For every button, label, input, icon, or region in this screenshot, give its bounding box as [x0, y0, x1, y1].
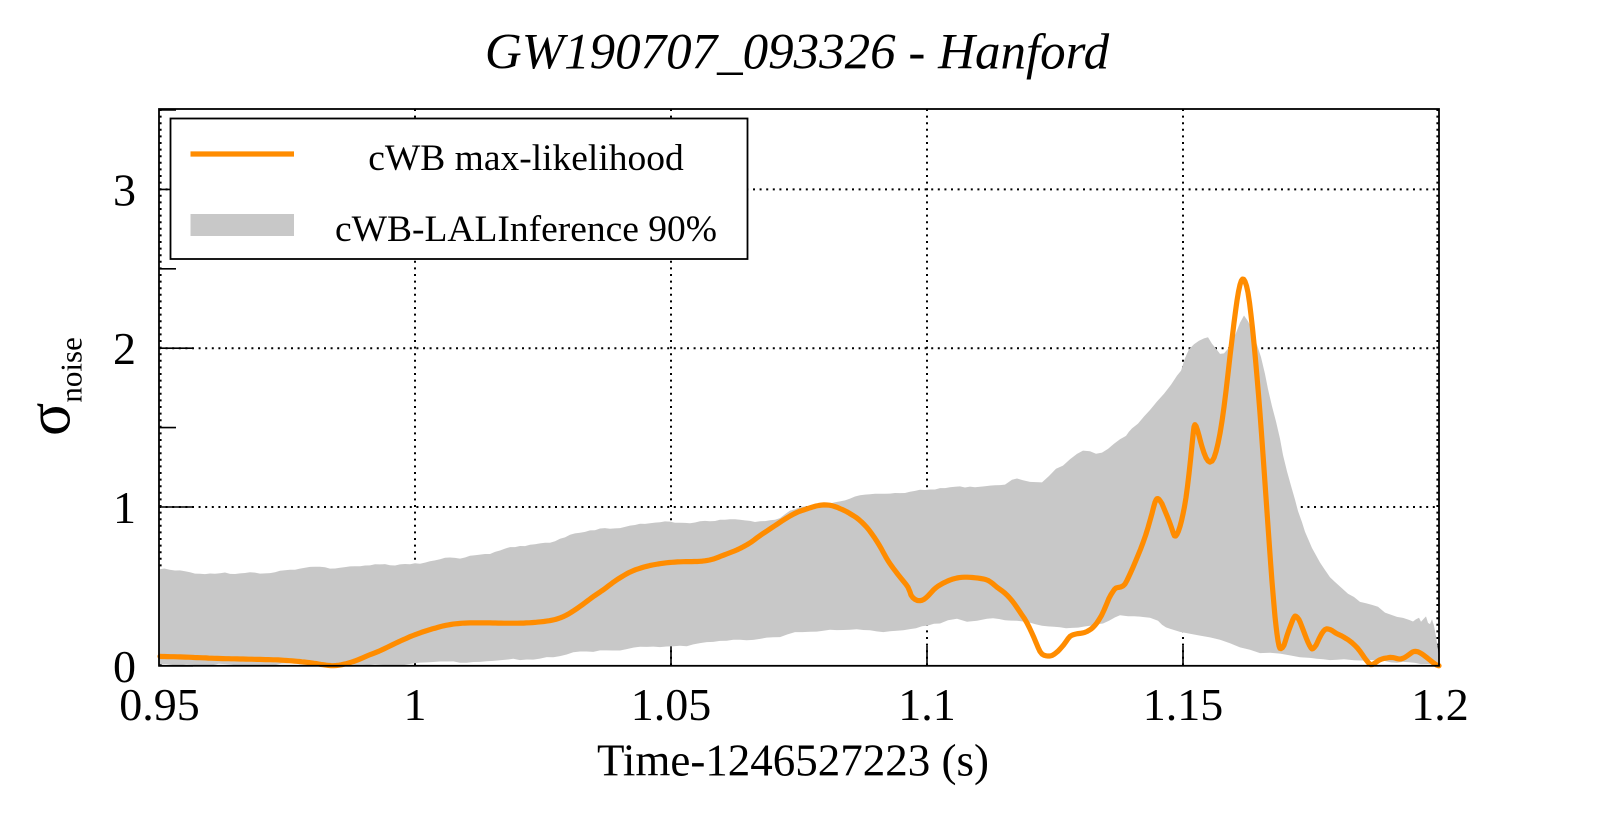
svg-text:cWB-LALInference 90%: cWB-LALInference 90%: [335, 209, 717, 250]
svg-text:0.95: 0.95: [119, 679, 200, 730]
svg-text:1.15: 1.15: [1143, 679, 1224, 730]
svg-text:0: 0: [113, 641, 136, 692]
svg-text:1: 1: [404, 679, 427, 730]
svg-text:1.2: 1.2: [1411, 679, 1469, 730]
svg-text:1.05: 1.05: [631, 679, 712, 730]
svg-text:GW190707_093326 - Hanford: GW190707_093326 - Hanford: [485, 25, 1110, 81]
svg-text:1.1: 1.1: [898, 679, 956, 730]
svg-text:2: 2: [113, 323, 136, 374]
svg-text:cWB max-likelihood: cWB max-likelihood: [368, 138, 684, 179]
svg-text:1: 1: [113, 482, 136, 533]
svg-text:3: 3: [113, 164, 136, 215]
svg-text:Time-1246527223 (s): Time-1246527223 (s): [597, 736, 989, 786]
